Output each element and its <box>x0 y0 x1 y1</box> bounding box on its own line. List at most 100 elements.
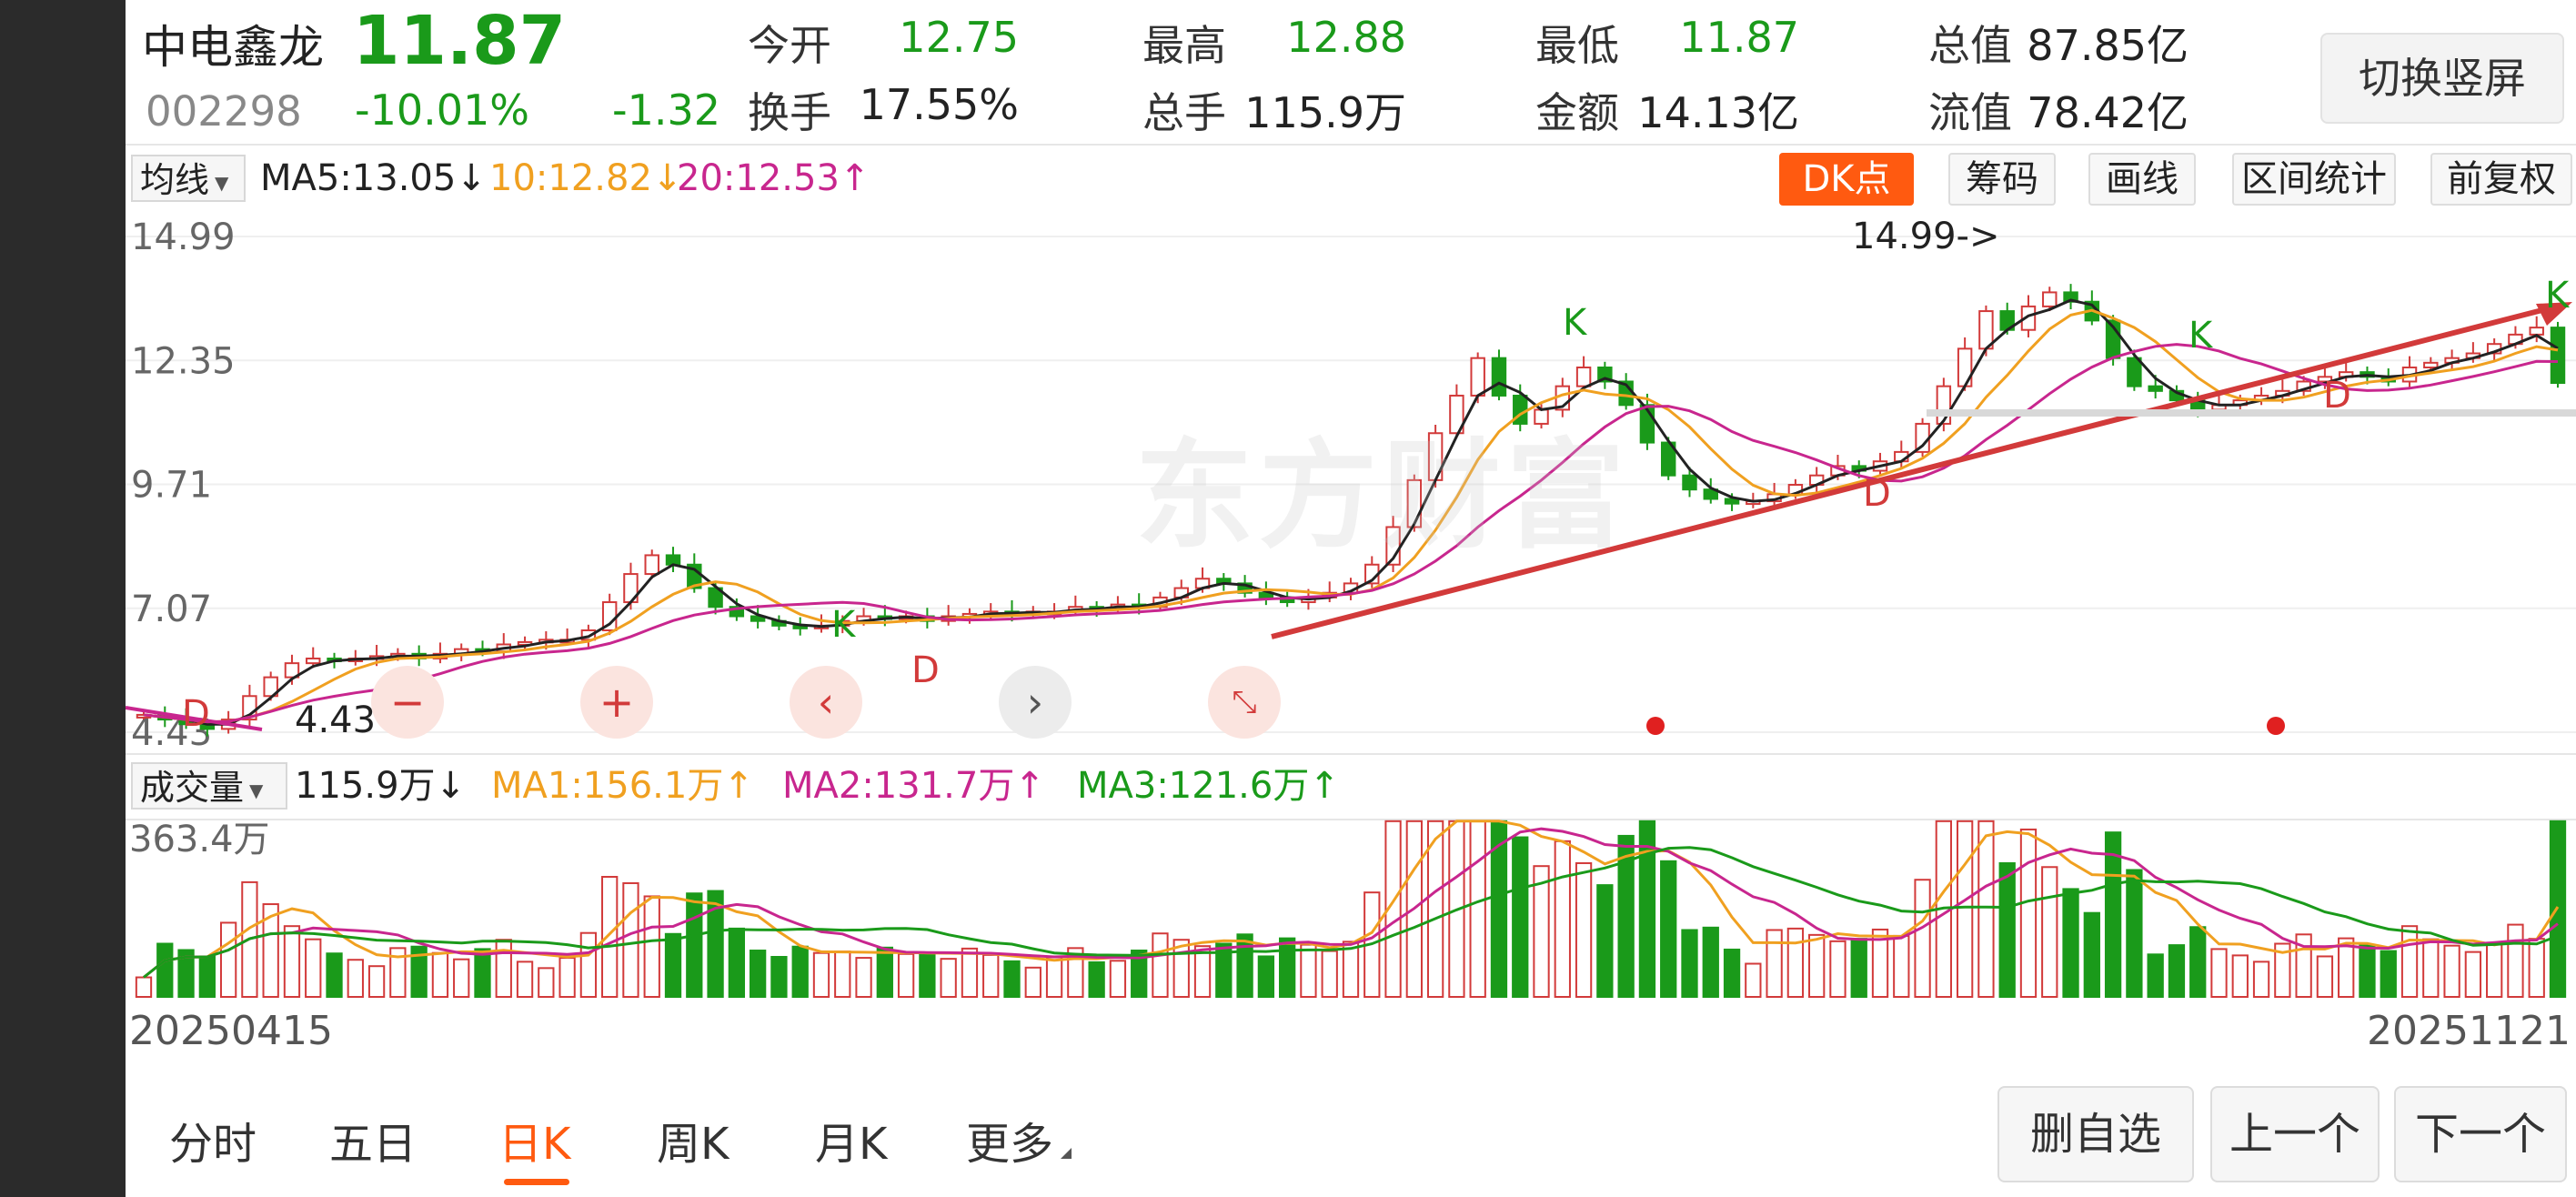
high-price-marker: 14.99-> <box>1852 216 1999 257</box>
volume-bar <box>1024 966 1041 999</box>
candle <box>1470 357 1485 397</box>
volume-bar <box>283 925 301 998</box>
high-label: 最高 <box>1142 21 1226 70</box>
volume-bar <box>2359 943 2376 998</box>
volume-bar <box>1045 956 1063 998</box>
dk-point-label: DK点 <box>1802 158 1891 200</box>
volume-bar <box>1152 932 1169 998</box>
volume-bar <box>770 955 788 999</box>
volume-bar <box>495 939 512 998</box>
float-label: 流值 <box>1928 88 2012 137</box>
volume-bar <box>367 965 386 998</box>
candle <box>1258 591 1274 598</box>
volume-bar <box>2528 938 2545 998</box>
stock-detail-panel: 中电鑫龙 002298 11.87 -10.01% -1.32 今开 12.75… <box>126 0 2576 1197</box>
zoom-out-button[interactable]: − <box>371 666 444 739</box>
candle <box>729 606 745 618</box>
tab-five-day[interactable]: 五日 <box>329 1119 418 1170</box>
tab-more[interactable]: 更多 <box>966 1119 1054 1170</box>
volume-bar <box>2486 941 2503 998</box>
shrink-button[interactable]: ⤡ <box>1208 666 1281 739</box>
volume-bar <box>156 942 174 998</box>
volume-bar <box>1638 820 1656 999</box>
volume-bar <box>1808 933 1826 999</box>
volume-ma2-line <box>143 827 2559 979</box>
left-system-bar <box>0 0 126 1197</box>
candle <box>1703 488 1718 500</box>
collapse-arrows-icon: ⤡ <box>1232 684 1257 720</box>
volume-bar <box>262 903 279 998</box>
minus-icon: − <box>389 678 426 727</box>
volume-bar <box>1850 938 1867 998</box>
float-value: 78.42亿 <box>2027 88 2189 137</box>
scroll-right-button[interactable]: › <box>999 666 1072 739</box>
k-signal-label: K <box>2189 315 2214 357</box>
volume-bar <box>2422 938 2440 998</box>
volume-bar <box>1956 820 1974 999</box>
change-percent: -10.01% <box>355 86 529 135</box>
ma20-line <box>143 343 2559 724</box>
candle <box>1575 366 1592 387</box>
volume-bar <box>643 895 660 998</box>
volume-bar <box>1871 928 1889 998</box>
volume-indicator-bar: 成交量 ▼ 115.9万↓ MA1:156.1万↑ MA2:131.7万↑ MA3… <box>126 753 2576 820</box>
volume-bar <box>1893 934 1910 999</box>
adjust-button[interactable]: 前复权 <box>2430 153 2572 206</box>
support-band <box>1927 409 2576 417</box>
zoom-in-button[interactable]: + <box>580 666 653 739</box>
volume-label: 总手 <box>1142 88 1226 137</box>
candle <box>665 554 681 566</box>
stock-price: 11.87 <box>353 2 567 80</box>
volume-selector[interactable]: 成交量 ▼ <box>131 762 287 810</box>
ma20-value: 20:12.53↑ <box>677 157 870 199</box>
ma5-line <box>143 298 2559 726</box>
active-tab-indicator <box>504 1179 569 1185</box>
tab-weekly-k[interactable]: 周K <box>657 1119 730 1170</box>
dropdown-triangle-icon: ▼ <box>249 779 264 801</box>
volume-axis-label: 363.4万 <box>129 819 270 860</box>
dk-point-button[interactable]: DK点 <box>1779 153 1914 206</box>
chevron-left-icon: ‹ <box>817 678 835 727</box>
ma5-value: MA5:13.05↓ <box>260 157 487 199</box>
volume-bar <box>601 875 619 998</box>
volume-bar <box>940 958 957 998</box>
volume-bar <box>2062 888 2079 998</box>
candle <box>306 657 321 665</box>
range-stats-button[interactable]: 区间统计 <box>2232 153 2396 206</box>
trend-line <box>1271 302 2564 639</box>
open-value: 12.75 <box>899 13 1019 62</box>
volume-bar <box>1829 940 1846 999</box>
price-axis-label: 7.07 <box>131 588 212 630</box>
volume-bar <box>1426 820 1444 999</box>
volume-bar <box>579 931 598 998</box>
tab-daily-k[interactable]: 日K <box>498 1119 571 1170</box>
draw-line-button[interactable]: 画线 <box>2088 153 2196 206</box>
tab-intraday[interactable]: 分时 <box>169 1119 257 1170</box>
candlestick-chart[interactable]: 14.9912.359.717.074.4314.99->4.43KKKKDDD… <box>126 209 2576 753</box>
volume-bar <box>2104 831 2122 998</box>
ma-selector[interactable]: 均线 ▼ <box>131 155 246 202</box>
ma10-value: 10:12.82↓ <box>489 157 683 199</box>
scroll-left-button[interactable]: ‹ <box>790 666 862 739</box>
dropdown-triangle-icon: ▼ <box>215 171 229 194</box>
volume-bar <box>982 953 1000 999</box>
volume-bar <box>1998 861 2016 998</box>
chips-button[interactable]: 筹码 <box>1948 153 2056 206</box>
volume-chart[interactable]: 363.4万 <box>126 817 2576 999</box>
amount-label: 金额 <box>1535 88 1619 137</box>
candle <box>1682 474 1697 491</box>
remove-watchlist-button[interactable]: 删自选 <box>1997 1086 2194 1182</box>
volume-bar <box>2231 954 2249 998</box>
next-stock-button[interactable]: 下一个 <box>2394 1086 2567 1182</box>
stock-code: 002298 <box>146 87 302 136</box>
volume-bar <box>622 881 639 998</box>
volume-bar <box>707 890 724 998</box>
volume-bar <box>538 967 555 998</box>
previous-stock-button[interactable]: 上一个 <box>2210 1086 2380 1182</box>
plus-icon: + <box>599 678 635 727</box>
tab-monthly-k[interactable]: 月K <box>815 1119 888 1170</box>
volume-bar <box>2507 923 2524 998</box>
volume-bar <box>1469 820 1486 999</box>
volume-bar <box>1088 961 1105 999</box>
switch-portrait-button[interactable]: 切换竖屏 <box>2320 33 2564 124</box>
